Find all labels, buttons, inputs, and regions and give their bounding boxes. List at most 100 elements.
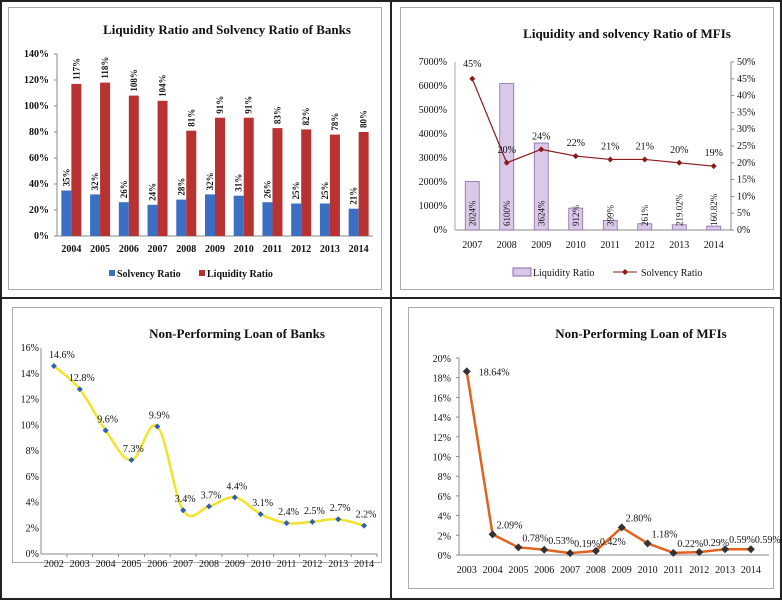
legend-marker <box>622 269 628 275</box>
data-label: 0.22% <box>677 539 703 550</box>
x-tick-label: 2006 <box>119 244 139 255</box>
chart-title: Liquidity and solvency Ratio of MFIs <box>523 26 731 41</box>
data-point <box>154 423 161 430</box>
line-data-label: 19% <box>705 148 723 159</box>
panel-banks-npl: Non-Performing Loan of Banks 0% 2% 4% 6% 8% 10… <box>12 307 382 570</box>
data-label: 0.78% <box>522 533 548 544</box>
data-label: 0.59% <box>729 535 755 546</box>
bar-liquidity-ratio <box>464 181 480 231</box>
y-left-tick-label: 3000% <box>419 153 447 164</box>
data-label: 32% <box>205 172 215 190</box>
vertical-divider <box>390 0 392 600</box>
y-left-tick-label: 6000% <box>419 81 447 92</box>
data-point <box>643 539 652 548</box>
bar-data-label: 160.82% <box>709 193 719 226</box>
y-tick-label: 8% <box>26 446 39 457</box>
data-label: 3.4% <box>175 494 196 505</box>
x-tick-label: 2007 <box>148 244 168 255</box>
data-label: 117% <box>71 58 81 80</box>
bar-liquidity-ratio <box>100 82 111 236</box>
data-label: 31% <box>234 174 244 192</box>
legend-swatch <box>512 267 532 277</box>
bar-liquidity-ratio <box>602 220 618 231</box>
bar-solvency-ratio <box>118 202 129 236</box>
data-label: 91% <box>215 96 225 114</box>
bar-solvency-ratio <box>61 190 72 236</box>
y-tick-label: 40% <box>29 179 49 190</box>
bar-data-label: 399% <box>605 205 615 227</box>
legend-label: Liquidity Ratio <box>207 269 273 280</box>
y-tick-label: 12% <box>21 395 39 406</box>
legend-swatch <box>109 270 115 276</box>
x-tick-label: 2008 <box>199 559 219 570</box>
line-marker <box>607 156 614 163</box>
bar-data-label: 219.02% <box>674 193 684 226</box>
x-tick-label: 2009 <box>612 565 632 576</box>
data-label: 78% <box>330 113 340 131</box>
data-label: 2.5% <box>304 506 325 517</box>
y-tick-label: 20% <box>29 205 49 216</box>
x-tick-label: 2014 <box>741 565 761 576</box>
data-point <box>283 520 290 527</box>
x-tick-label: 2010 <box>251 559 271 570</box>
data-label: 3.7% <box>201 490 222 501</box>
y-tick-label: 120% <box>24 75 49 86</box>
y-right-tick-label: 45% <box>737 74 755 85</box>
bar-solvency-ratio <box>291 203 302 236</box>
data-point <box>540 545 549 554</box>
line-data-label: 21% <box>636 141 654 152</box>
y-tick-label: 4% <box>26 498 39 509</box>
y-tick-label: 100% <box>24 101 49 112</box>
data-label: 82% <box>301 107 311 125</box>
x-tick-label: 2009 <box>531 240 551 251</box>
chart-banks-npl: Non-Performing Loan of Banks 0% 2% 4% 6% 8% 10… <box>21 326 378 570</box>
y-tick-label: 2% <box>438 531 451 542</box>
chart-mfi-npl: Non-Performing Loan of MFIs 0% 2% 4% 6% 8% 10%… <box>433 326 781 576</box>
data-point <box>206 503 212 510</box>
x-tick-label: 2005 <box>90 244 110 255</box>
x-tick-label: 2010 <box>566 240 586 251</box>
data-label: 1.18% <box>652 529 678 540</box>
chart-title: Non-Performing Loan of MFIs <box>555 326 727 341</box>
x-tick-label: 2014 <box>354 559 374 570</box>
y-left-tick-label: 1000% <box>419 201 447 212</box>
line-data-label: 20% <box>498 145 516 156</box>
data-label: 2.4% <box>278 507 299 518</box>
data-label: 2.80% <box>626 513 652 524</box>
data-point <box>695 548 704 557</box>
data-label: 35% <box>61 169 71 187</box>
data-label: 9.9% <box>149 411 170 422</box>
data-label: 2.2% <box>356 510 377 521</box>
data-label: 18.64% <box>479 367 510 378</box>
data-label: 25% <box>320 182 330 200</box>
y-tick-label: 12% <box>433 433 451 444</box>
data-label: 83% <box>272 106 282 124</box>
panel-banks-ratio: Liquidity Ratio and Solvency Ratio of Ba… <box>8 7 382 290</box>
y-right-tick-label: 15% <box>737 175 755 186</box>
data-label: 4.4% <box>226 481 247 492</box>
bar-data-label: 6100% <box>502 200 512 226</box>
line-marker <box>503 159 510 166</box>
x-tick-label: 2005 <box>121 559 141 570</box>
bar-liquidity-ratio <box>637 223 653 231</box>
data-label: 14.6% <box>49 350 75 361</box>
line-data-label: 21% <box>601 141 619 152</box>
x-tick-label: 2004 <box>483 565 503 576</box>
y-right-tick-label: 10% <box>737 191 755 202</box>
y-tick-label: 6% <box>26 472 39 483</box>
bar-liquidity-ratio <box>671 224 687 231</box>
data-label: 28% <box>176 178 186 196</box>
y-tick-label: 2% <box>26 523 39 534</box>
data-point <box>180 507 187 514</box>
x-tick-label: 2013 <box>328 559 348 570</box>
y-tick-label: 8% <box>438 472 451 483</box>
data-label: 26% <box>262 180 272 198</box>
y-tick-label: 16% <box>21 343 39 354</box>
line-marker <box>641 156 648 163</box>
y-left-tick-label: 7000% <box>419 57 447 68</box>
line-marker <box>676 159 683 166</box>
data-point <box>462 367 471 376</box>
y-right-tick-label: 5% <box>737 208 750 219</box>
x-tick-label: 2012 <box>291 244 311 255</box>
x-tick-label: 2009 <box>225 559 245 570</box>
